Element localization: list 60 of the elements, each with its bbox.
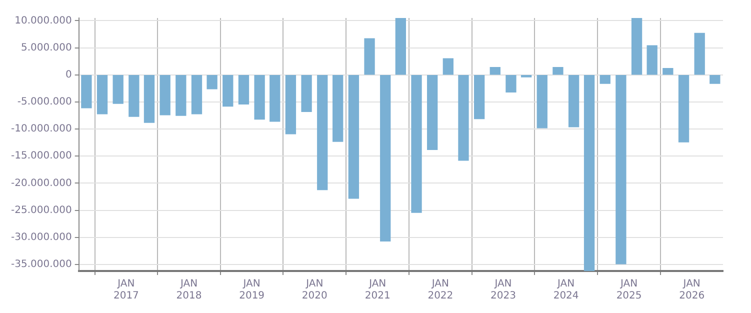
bar bbox=[646, 45, 658, 75]
x-tick-label: JAN 2023 bbox=[490, 278, 516, 302]
bar bbox=[616, 75, 626, 264]
bar bbox=[694, 32, 705, 75]
bar bbox=[380, 75, 391, 242]
x-tick-label: JAN 2019 bbox=[239, 278, 265, 302]
bar bbox=[285, 75, 296, 134]
bar bbox=[474, 75, 485, 120]
x-tick-label: JAN 2018 bbox=[176, 278, 202, 302]
bar bbox=[81, 75, 92, 108]
bar bbox=[176, 75, 186, 116]
x-tick-label: JAN 2021 bbox=[364, 278, 390, 302]
bar bbox=[411, 75, 422, 213]
bar bbox=[568, 75, 580, 128]
bar bbox=[678, 75, 690, 142]
bar bbox=[191, 75, 202, 114]
bar bbox=[395, 18, 406, 75]
y-tick-label: -5.000.000 bbox=[17, 96, 72, 108]
y-tick-label: -35.000.000 bbox=[10, 259, 72, 270]
bar bbox=[222, 75, 234, 107]
y-tick-label: 5.000.000 bbox=[20, 42, 72, 54]
y-tick-label: -15.000.000 bbox=[10, 150, 72, 162]
y-tick-label: -10.000.000 bbox=[10, 124, 72, 135]
x-tick-label: JAN 2024 bbox=[553, 278, 579, 302]
bar bbox=[254, 75, 265, 120]
bar bbox=[442, 58, 454, 75]
y-tick-label: -30.000.000 bbox=[10, 232, 72, 244]
bar bbox=[317, 75, 328, 190]
bar bbox=[144, 75, 155, 123]
bar bbox=[348, 75, 360, 199]
y-tick-label: 0 bbox=[65, 69, 72, 80]
bar bbox=[238, 75, 250, 104]
x-tick-label: JAN 2017 bbox=[113, 278, 139, 302]
bar bbox=[631, 18, 642, 75]
bar bbox=[506, 75, 516, 93]
bar bbox=[600, 75, 610, 84]
bar bbox=[301, 75, 312, 112]
x-tick-label: JAN 2025 bbox=[616, 278, 642, 302]
bar bbox=[490, 66, 500, 75]
bar bbox=[332, 75, 344, 142]
bar bbox=[160, 75, 170, 116]
bar bbox=[112, 75, 124, 104]
bar bbox=[96, 75, 108, 114]
bar bbox=[128, 75, 140, 117]
bar bbox=[536, 75, 548, 128]
x-tick-label: JAN 2026 bbox=[679, 278, 705, 302]
bar bbox=[710, 75, 720, 84]
x-tick-label: JAN 2020 bbox=[302, 278, 328, 302]
bar bbox=[552, 66, 564, 75]
bar bbox=[270, 75, 280, 122]
bar bbox=[364, 38, 375, 75]
bar bbox=[458, 75, 469, 161]
bar bbox=[584, 75, 595, 271]
bar bbox=[427, 75, 438, 150]
x-tick-label: JAN 2022 bbox=[428, 278, 454, 302]
bar bbox=[662, 68, 674, 75]
y-tick-label: -25.000.000 bbox=[10, 204, 72, 216]
y-tick-label: -20.000.000 bbox=[10, 178, 72, 189]
y-tick-label: 10.000.000 bbox=[14, 15, 72, 26]
bar bbox=[206, 75, 218, 90]
